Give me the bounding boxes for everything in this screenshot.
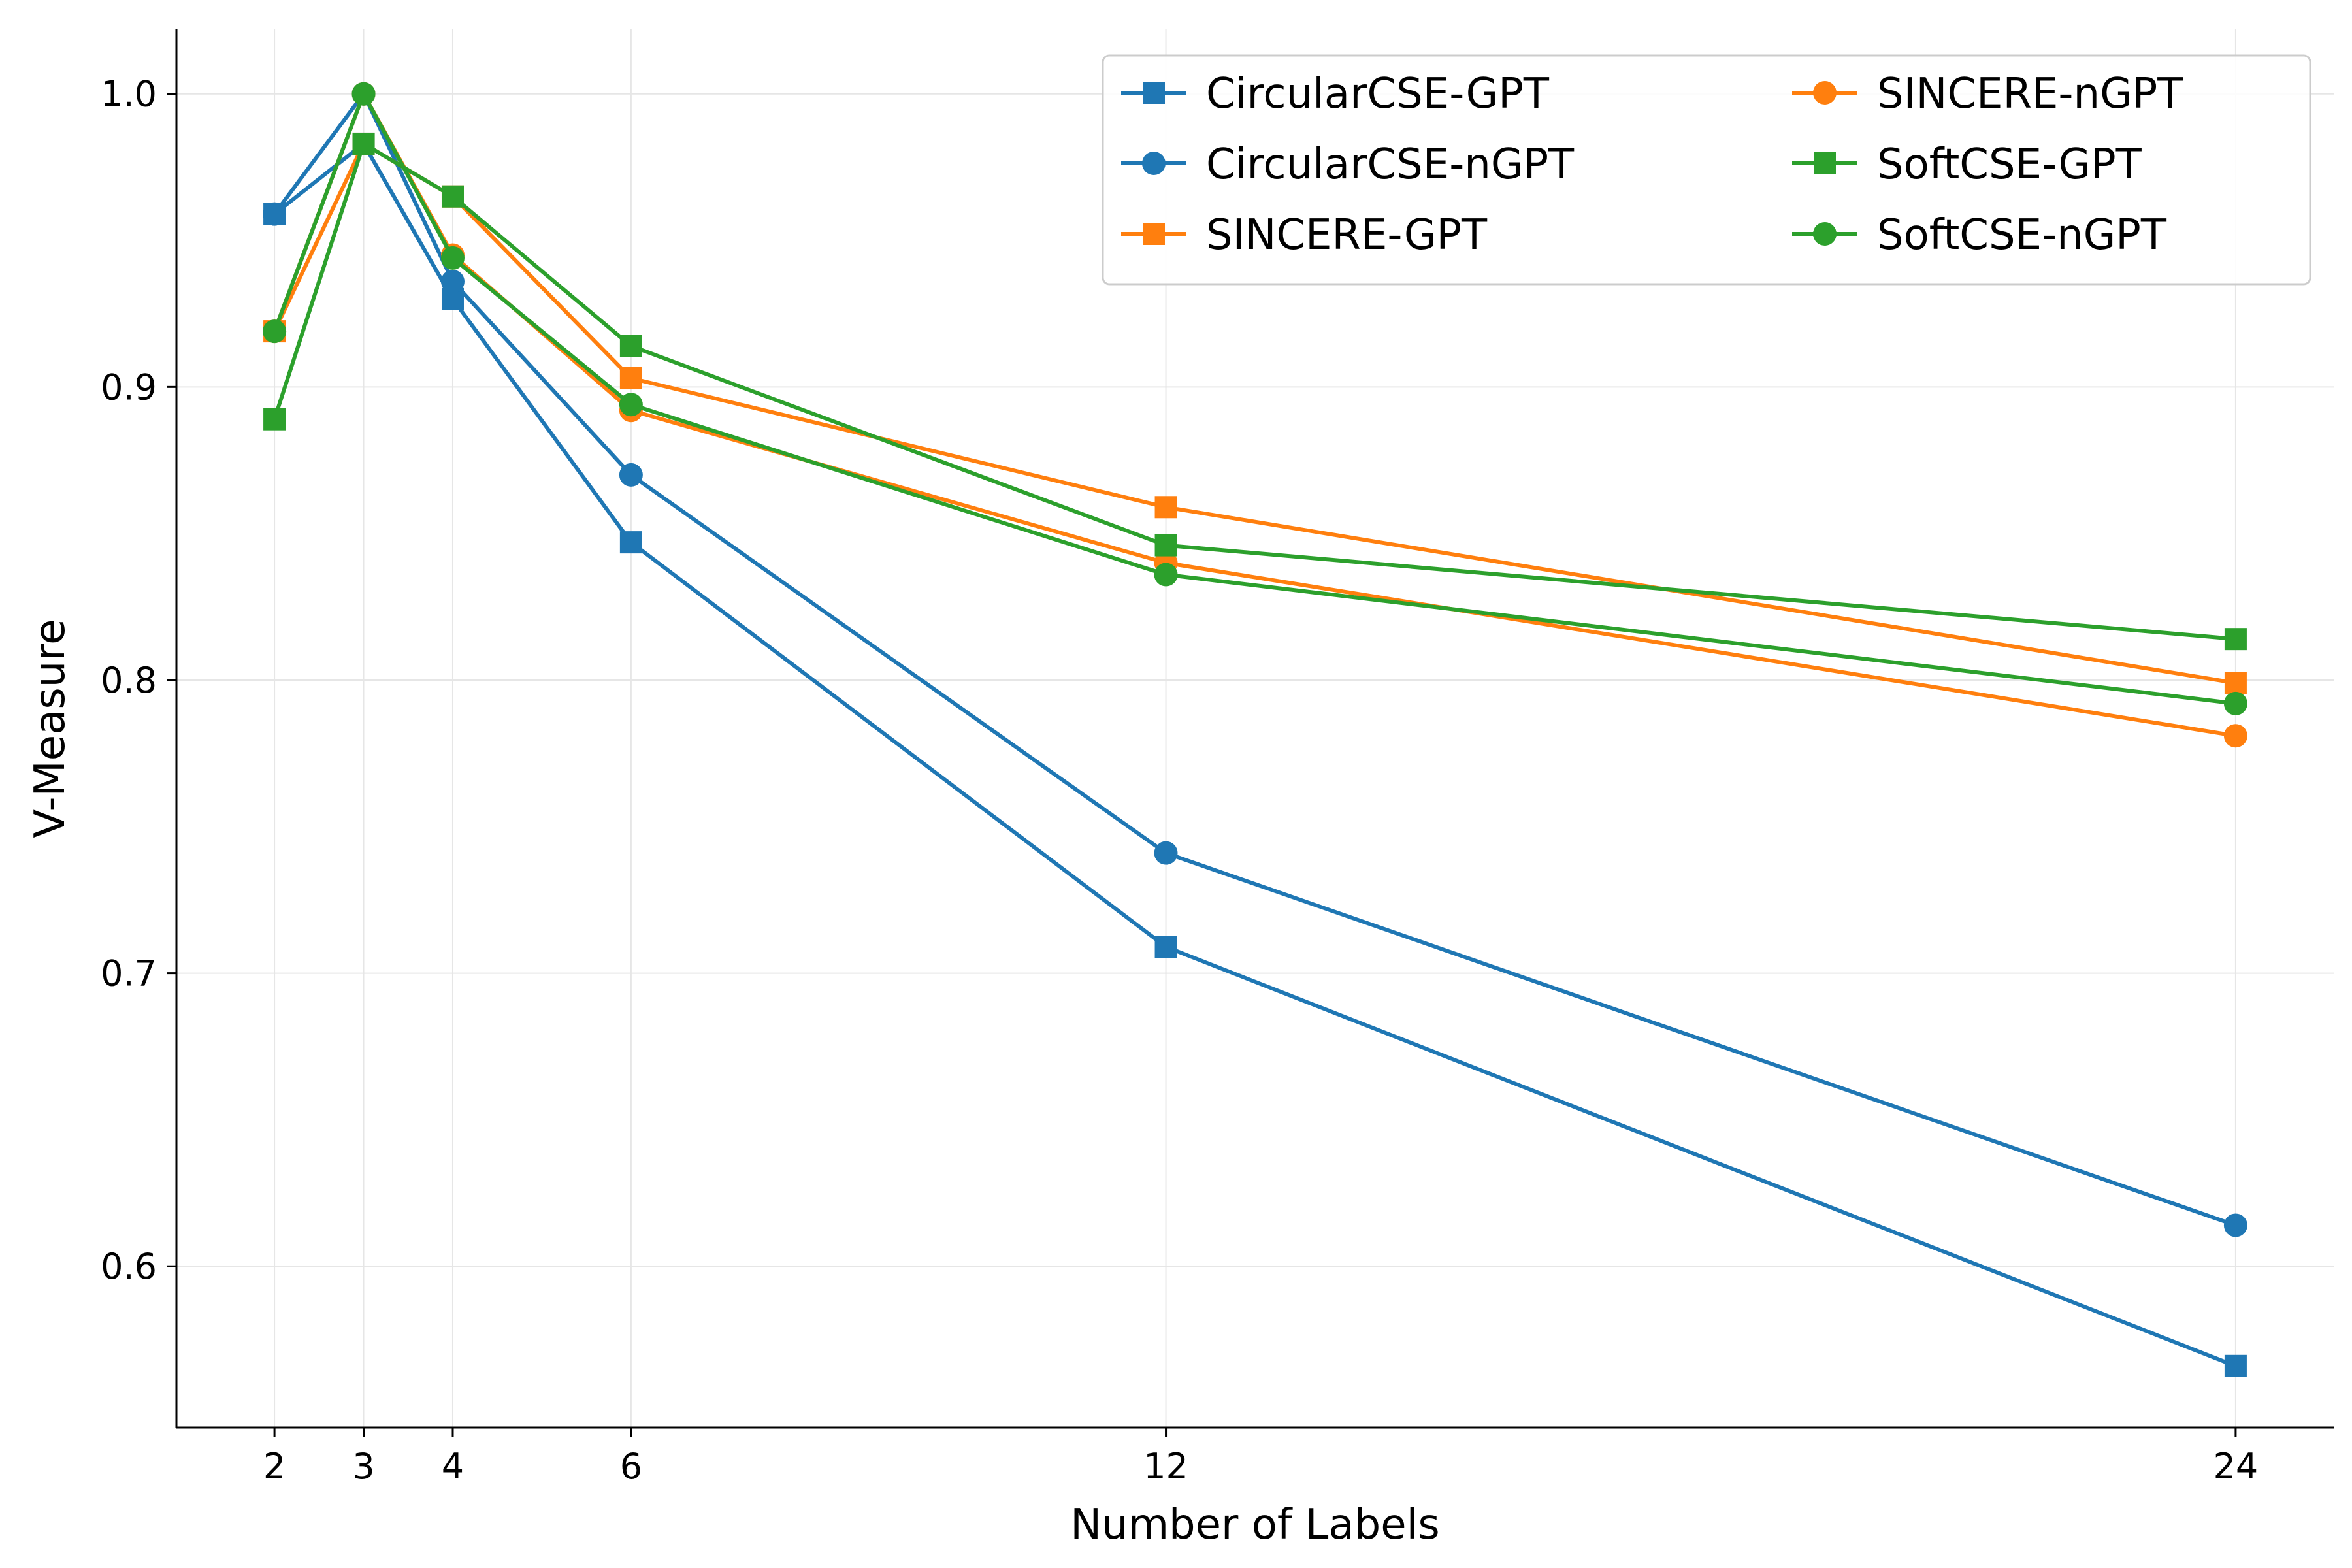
x-axis-title: Number of Labels (1070, 1501, 1439, 1549)
series-lines (263, 82, 2247, 1377)
legend-label: CircularCSE-nGPT (1206, 140, 1575, 189)
x-tick-label: 12 (1143, 1446, 1188, 1487)
y-tick-label: 0.9 (101, 367, 157, 408)
legend-marker (1143, 223, 1165, 245)
legend-frame (1102, 54, 2311, 286)
legend-item: CircularCSE-nGPT (1121, 140, 1575, 189)
legend-label: SINCERE-nGPT (1877, 70, 2183, 118)
series-CircularCSE-GPT (263, 132, 2247, 1377)
legend-label: SINCERE-GPT (1206, 211, 1488, 259)
data-point (2223, 724, 2247, 748)
series-SoftCSE-GPT (263, 132, 2247, 651)
legend-label: SoftCSE-GPT (1877, 140, 2142, 189)
data-point (1154, 841, 1178, 865)
x-tick-label: 4 (442, 1446, 464, 1487)
legend-item: SINCERE-GPT (1121, 211, 1488, 259)
legend-item: SoftCSE-GPT (1792, 140, 2142, 189)
data-point (1154, 496, 1177, 519)
series-line (272, 91, 2236, 1228)
data-point (440, 269, 465, 293)
data-point (1154, 563, 1178, 587)
legend-marker (1814, 152, 1836, 174)
data-point (2224, 1354, 2247, 1377)
y-tick-label: 0.6 (101, 1246, 157, 1287)
series-SoftCSE-nGPT (263, 82, 2247, 715)
x-tick-label: 6 (620, 1446, 642, 1487)
data-point (2223, 691, 2247, 715)
data-point (1154, 534, 1177, 557)
data-point (351, 82, 376, 106)
legend-marker (1142, 152, 1166, 175)
x-tick-label: 24 (2213, 1446, 2259, 1487)
series-line (273, 141, 2237, 1368)
data-point (352, 132, 375, 155)
legend-label: CircularCSE-GPT (1206, 70, 1550, 118)
data-point (1154, 936, 1177, 958)
legend-marker (1813, 81, 1837, 105)
data-point (619, 393, 643, 417)
data-point (441, 185, 464, 208)
series-line (272, 141, 2236, 642)
data-point (619, 531, 642, 554)
data-point (619, 463, 643, 487)
data-point (263, 319, 287, 344)
data-point (263, 408, 286, 431)
legend-marker (1813, 222, 1837, 246)
legend: CircularCSE-GPT CircularCSE-nGPT SINCERE-G… (1102, 54, 2311, 286)
legend-item: SINCERE-nGPT (1792, 70, 2183, 118)
data-point (619, 367, 642, 389)
legend-marker (1143, 82, 1165, 104)
series-line (272, 141, 2236, 685)
y-tick-label: 1.0 (101, 74, 157, 115)
data-point (2224, 628, 2247, 651)
y-tick-label: 0.7 (101, 953, 157, 994)
legend-item: CircularCSE-GPT (1121, 70, 1550, 118)
legend-label: SoftCSE-nGPT (1877, 211, 2167, 259)
legend-item: SoftCSE-nGPT (1792, 211, 2167, 259)
data-point (619, 335, 642, 357)
x-tick-label: 3 (352, 1446, 374, 1487)
y-axis-title: V-Measure (26, 619, 74, 838)
data-point (2223, 1213, 2247, 1237)
y-tick-label: 0.8 (101, 660, 157, 701)
data-point (440, 246, 465, 270)
series-line (272, 91, 2236, 706)
data-point (263, 202, 287, 226)
axes: 2 3 4 6 12 24 0.6 0.7 0.8 0.9 1.0 (101, 29, 2334, 1487)
x-tick-label: 2 (263, 1446, 286, 1487)
data-point (2224, 672, 2247, 694)
